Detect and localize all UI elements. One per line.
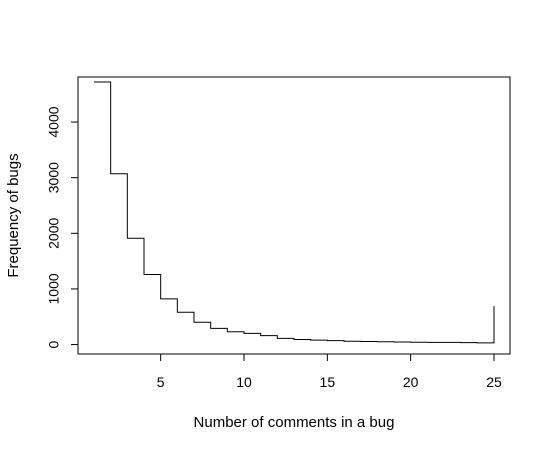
- y-tick-label: 0: [46, 340, 62, 348]
- y-tick-label: 4000: [46, 106, 62, 137]
- y-tick-label: 1000: [46, 273, 62, 304]
- x-tick-label: 10: [236, 374, 252, 390]
- x-tick-label: 25: [486, 374, 502, 390]
- x-tick-label: 5: [157, 374, 165, 390]
- x-tick-label: 15: [320, 374, 336, 390]
- x-tick-label: 20: [403, 374, 419, 390]
- x-axis: 5 10 15 20 25: [157, 353, 502, 390]
- y-tick-label: 2000: [46, 218, 62, 249]
- x-axis-label: Number of comments in a bug: [194, 414, 395, 431]
- y-axis-label: Frequency of bugs: [5, 153, 22, 277]
- series-step-line: [94, 81, 495, 344]
- plot-frame: [77, 76, 511, 355]
- y-tick-label: 3000: [46, 162, 62, 193]
- y-axis: 0 1000 2000 3000 4000: [46, 106, 79, 348]
